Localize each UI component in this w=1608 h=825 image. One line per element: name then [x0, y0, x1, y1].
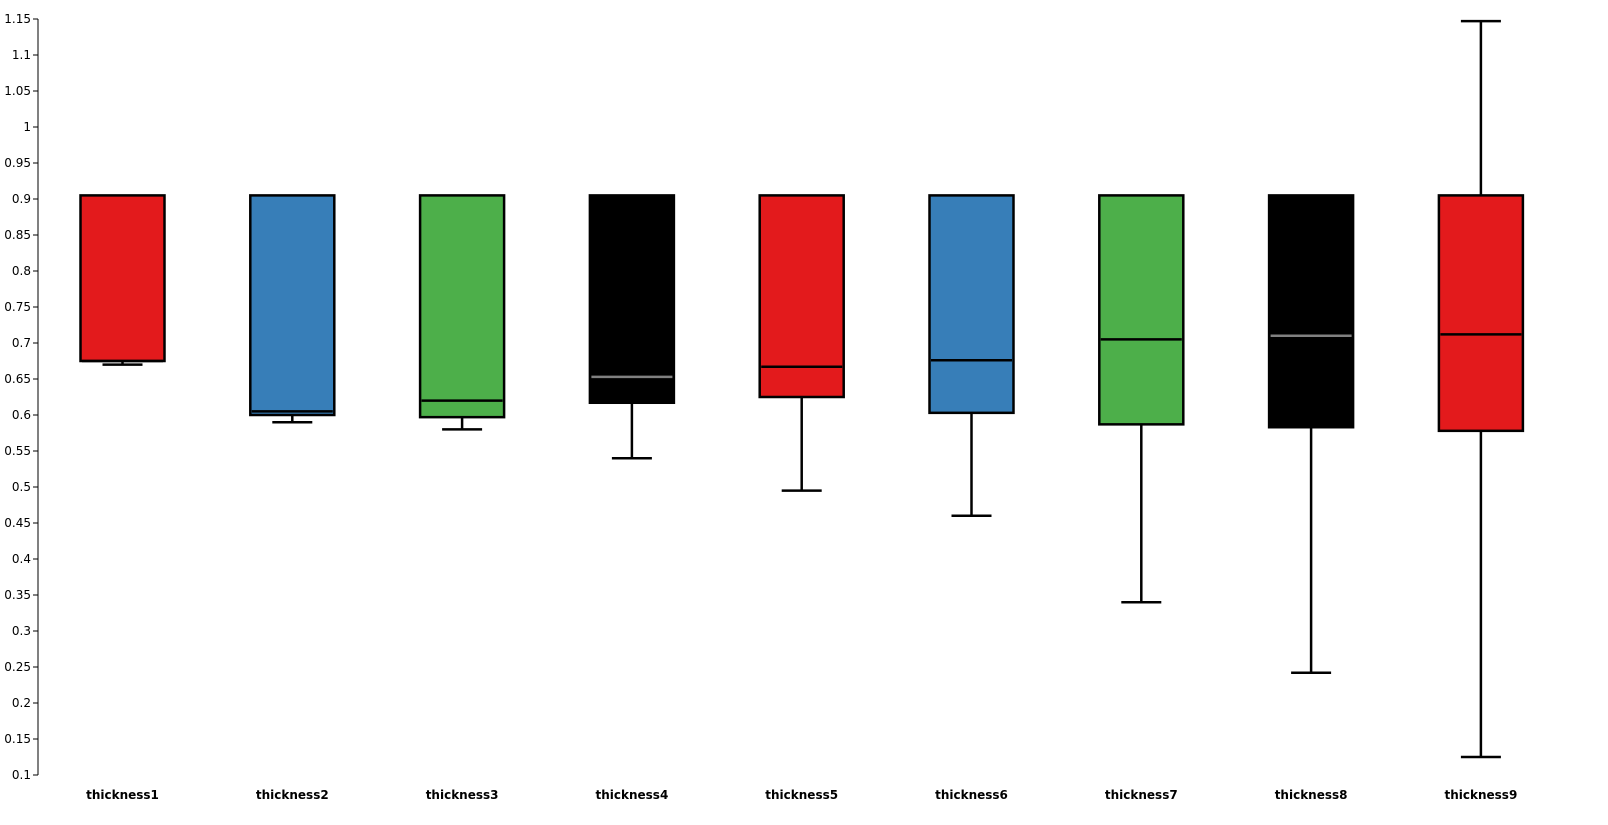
x-axis-labels: thickness1 thickness2 thickness3 thickness4… — [86, 788, 1517, 802]
y-tick-label: 0.5 — [12, 480, 31, 494]
x-category-label: thickness1 — [86, 788, 159, 802]
iqr-box — [928, 194, 1015, 415]
y-tick-label: 0.35 — [4, 588, 31, 602]
iqr-box — [1437, 194, 1525, 433]
y-tick-label: 1.05 — [4, 84, 31, 98]
y-tick-label: 1.1 — [12, 48, 31, 62]
y-tick-label: 0.6 — [12, 408, 31, 422]
iqr-box — [758, 194, 845, 399]
y-tick-label: 0.9 — [12, 192, 31, 206]
y-tick-label: 0.3 — [12, 624, 31, 638]
y-tick-label: 0.85 — [4, 228, 31, 242]
y-tick-label: 0.25 — [4, 660, 31, 674]
box-thickness3 — [418, 194, 506, 431]
box-thickness5 — [758, 194, 845, 492]
iqr-box — [1098, 194, 1185, 426]
y-tick-label: 0.75 — [4, 300, 31, 314]
x-category-label: thickness5 — [765, 788, 838, 802]
y-tick-label: 0.45 — [4, 516, 31, 530]
x-category-label: thickness2 — [256, 788, 329, 802]
box-thickness8 — [1267, 194, 1355, 675]
y-tick-label: 0.15 — [4, 732, 31, 746]
y-tick-label: 0.55 — [4, 444, 31, 458]
box-series — [79, 19, 1525, 759]
x-category-label: thickness3 — [426, 788, 499, 802]
iqr-box — [249, 194, 336, 417]
box-thickness2 — [249, 194, 336, 424]
x-category-label: thickness4 — [595, 788, 668, 802]
y-tick-label: 0.95 — [4, 156, 31, 170]
x-category-label: thickness7 — [1105, 788, 1178, 802]
box-thickness4 — [588, 194, 676, 460]
box-thickness1 — [79, 194, 166, 366]
box-thickness6 — [928, 194, 1015, 518]
y-tick-label: 0.1 — [12, 768, 31, 782]
y-tick-label: 0.8 — [12, 264, 31, 278]
y-tick-label: 1 — [23, 120, 31, 134]
iqr-box — [1267, 194, 1355, 429]
box-thickness7 — [1098, 194, 1185, 604]
y-tick-label: 0.4 — [12, 552, 31, 566]
x-category-label: thickness9 — [1444, 788, 1517, 802]
x-category-label: thickness6 — [935, 788, 1008, 802]
y-axis: 0.1 0.15 0.2 0.25 0.3 0.35 0.4 0.45 0.5 0.55 0.6 0.… — [4, 12, 39, 782]
box-thickness9 — [1437, 19, 1525, 759]
y-tick-label: 0.7 — [12, 336, 31, 350]
iqr-box — [418, 194, 506, 419]
y-tick-label: 0.65 — [4, 372, 31, 386]
y-tick-label: 0.2 — [12, 696, 31, 710]
y-tick-label: 1.15 — [4, 12, 31, 26]
x-category-label: thickness8 — [1275, 788, 1348, 802]
iqr-box — [79, 194, 166, 363]
iqr-box — [588, 194, 676, 405]
